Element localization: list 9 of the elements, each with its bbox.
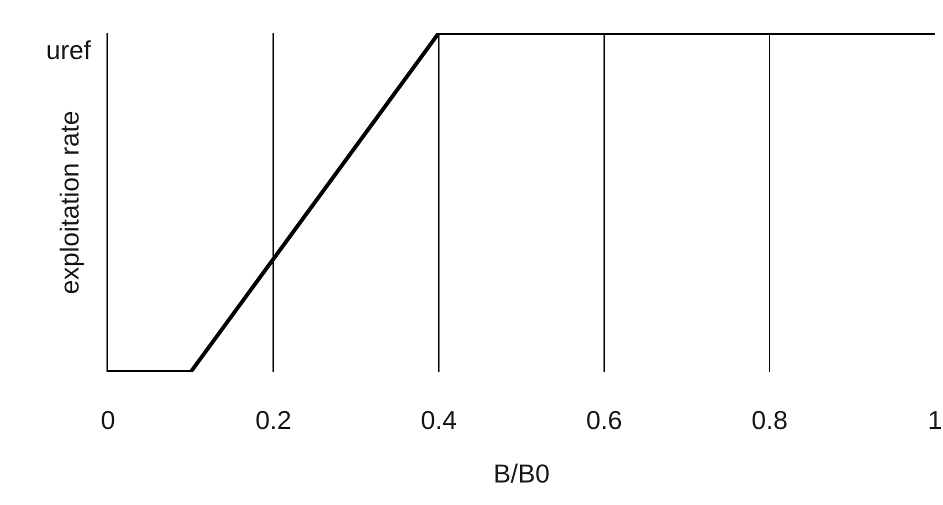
x-tick-label: 0.2 (255, 405, 292, 435)
y-axis-title: exploitation rate (54, 110, 84, 294)
x-tick-label: 0.6 (586, 405, 622, 435)
x-tick-label: 0.8 (752, 405, 788, 435)
x-tick-label: 1 (928, 405, 942, 435)
text: uref (46, 35, 92, 65)
x-tick-label: 0 (100, 405, 116, 435)
x-axis-title: B/B0 (493, 458, 550, 489)
x-tick-label: 0.4 (420, 405, 457, 435)
